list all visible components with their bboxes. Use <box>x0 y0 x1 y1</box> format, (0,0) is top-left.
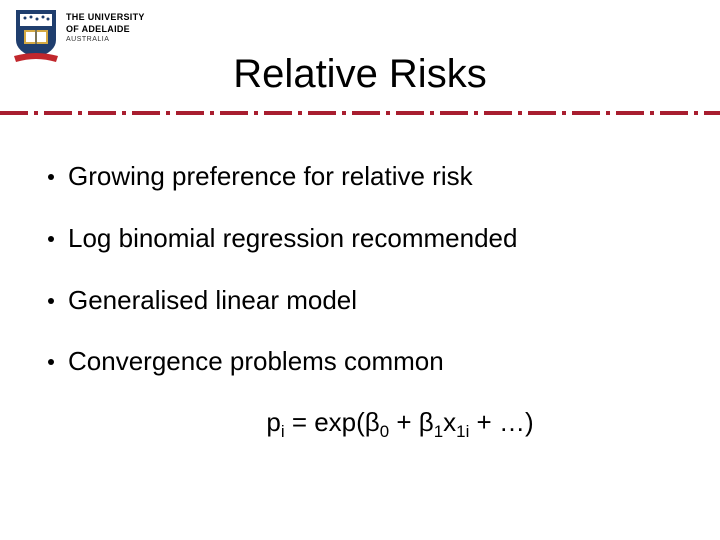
divider <box>0 110 720 116</box>
bullet-item: Growing preference for relative risk <box>48 160 672 194</box>
bullet-text: Generalised linear model <box>68 284 357 318</box>
bullet-text: Growing preference for relative risk <box>68 160 473 194</box>
bullet-item: Generalised linear model <box>48 284 672 318</box>
content-area: Growing preference for relative risk Log … <box>48 160 672 442</box>
bullet-dot-icon <box>48 174 54 180</box>
bullet-item: Convergence problems common <box>48 345 672 379</box>
formula: pi = exp(β0 + β1x1i + …) <box>48 407 672 442</box>
bullet-dot-icon <box>48 359 54 365</box>
bullet-text: Convergence problems common <box>68 345 444 379</box>
bullet-dot-icon <box>48 298 54 304</box>
logo-line1: THE UNIVERSITY <box>66 12 145 23</box>
logo-line2: OF ADELAIDE <box>66 24 145 35</box>
logo-text: THE UNIVERSITY OF ADELAIDE AUSTRALIA <box>66 8 145 43</box>
logo-sub: AUSTRALIA <box>66 36 145 43</box>
bullet-item: Log binomial regression recommended <box>48 222 672 256</box>
slide-title: Relative Risks <box>0 52 720 97</box>
bullet-dot-icon <box>48 236 54 242</box>
bullet-text: Log binomial regression recommended <box>68 222 517 256</box>
